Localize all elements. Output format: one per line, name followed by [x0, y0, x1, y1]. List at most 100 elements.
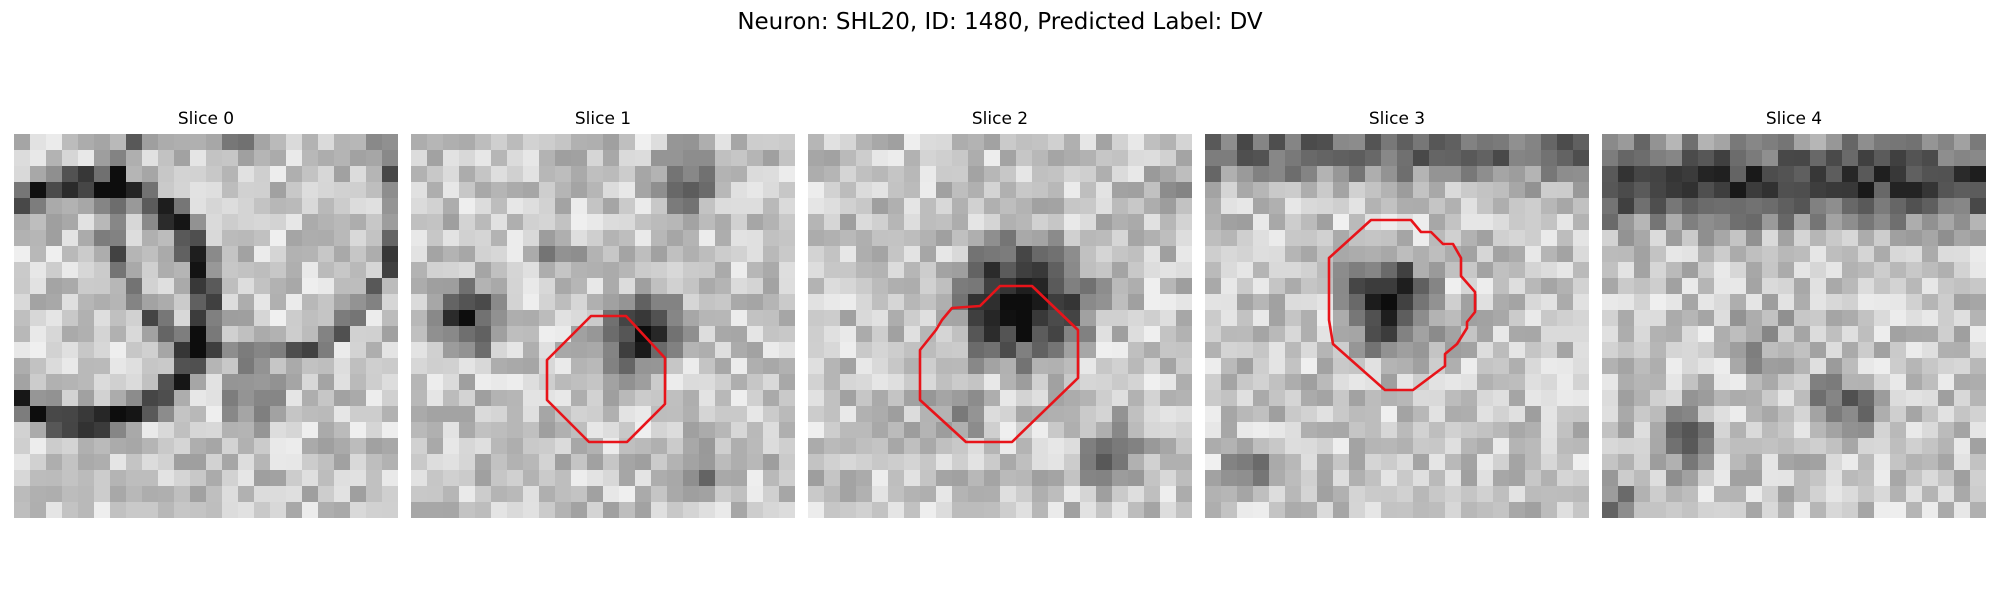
pixel: [238, 454, 255, 471]
pixel: [222, 166, 239, 183]
pixel: [667, 422, 684, 439]
pixel: [475, 374, 492, 391]
pixel: [1477, 454, 1494, 471]
pixel: [491, 326, 508, 343]
pixel: [1557, 262, 1574, 279]
pixel: [1349, 486, 1366, 503]
pixel: [1573, 486, 1589, 503]
pixel: [14, 182, 31, 199]
pixel: [1333, 310, 1350, 327]
pixel: [14, 134, 31, 151]
pixel: [1509, 294, 1526, 311]
pixel: [475, 486, 492, 503]
pixel: [30, 230, 47, 247]
pixel: [731, 326, 748, 343]
pixel: [667, 310, 684, 327]
pixel: [1810, 150, 1827, 167]
pixel: [667, 198, 684, 215]
pixel: [1698, 422, 1715, 439]
pixel: [46, 358, 63, 375]
pixel: [411, 150, 428, 167]
pixel: [254, 198, 271, 215]
pixel: [968, 246, 985, 263]
pixel: [1080, 502, 1097, 518]
pixel: [667, 150, 684, 167]
pixel: [936, 342, 953, 359]
pixel: [1970, 310, 1986, 327]
pixel: [350, 470, 367, 487]
pixel: [1525, 342, 1542, 359]
pixel: [1874, 294, 1891, 311]
pixel: [126, 486, 143, 503]
pixel: [1938, 278, 1955, 295]
pixel: [1381, 470, 1398, 487]
pixel: [78, 150, 95, 167]
pixel: [1000, 390, 1017, 407]
pixel: [427, 246, 444, 263]
pixel: [635, 214, 652, 231]
pixel: [1317, 454, 1334, 471]
pixel: [1746, 406, 1763, 423]
pixel: [571, 182, 588, 199]
pixel: [683, 374, 700, 391]
pixel: [1381, 326, 1398, 343]
pixel: [94, 422, 111, 439]
pixel: [1762, 310, 1779, 327]
pixel: [1445, 406, 1462, 423]
pixel: [174, 454, 191, 471]
pixel: [1413, 502, 1430, 518]
pixel: [1016, 182, 1033, 199]
pixel: [952, 326, 969, 343]
pixel: [619, 246, 636, 263]
pixel: [1634, 278, 1651, 295]
pixel: [1810, 246, 1827, 263]
pixel: [763, 406, 780, 423]
pixel: [142, 246, 159, 263]
pixel: [635, 182, 652, 199]
pixel: [715, 182, 732, 199]
pixel: [350, 230, 367, 247]
pixel: [1016, 470, 1033, 487]
pixel: [94, 390, 111, 407]
pixel: [824, 454, 841, 471]
pixel: [1922, 182, 1939, 199]
pixel: [936, 182, 953, 199]
pixel: [968, 454, 985, 471]
pixel: [1128, 230, 1145, 247]
pixel: [1397, 486, 1414, 503]
pixel: [78, 326, 95, 343]
pixel: [142, 310, 159, 327]
pixel: [667, 134, 684, 151]
pixel: [968, 438, 985, 455]
pixel: [1714, 454, 1731, 471]
pixel: [1970, 198, 1986, 215]
pixel: [1730, 502, 1747, 518]
pixel: [872, 214, 889, 231]
pixel: [382, 358, 398, 375]
pixel: [62, 486, 79, 503]
pixel: [1922, 326, 1939, 343]
pixel: [731, 134, 748, 151]
pixel: [1634, 182, 1651, 199]
pixel: [603, 198, 620, 215]
pixel: [1954, 374, 1971, 391]
pixel: [840, 134, 857, 151]
pixel: [1461, 214, 1478, 231]
pixel: [46, 182, 63, 199]
pixel: [1762, 454, 1779, 471]
pixel: [1922, 438, 1939, 455]
pixel: [46, 486, 63, 503]
pixel: [475, 294, 492, 311]
pixel: [1938, 502, 1955, 518]
pixel: [1970, 406, 1986, 423]
pixel: [1842, 230, 1859, 247]
pixel: [1128, 502, 1145, 518]
pixel: [110, 390, 127, 407]
pixel: [1477, 390, 1494, 407]
pixel: [1826, 358, 1843, 375]
pixel: [190, 486, 207, 503]
pixel: [888, 214, 905, 231]
pixel: [1938, 246, 1955, 263]
pixel: [1698, 390, 1715, 407]
pixel: [1237, 502, 1254, 518]
